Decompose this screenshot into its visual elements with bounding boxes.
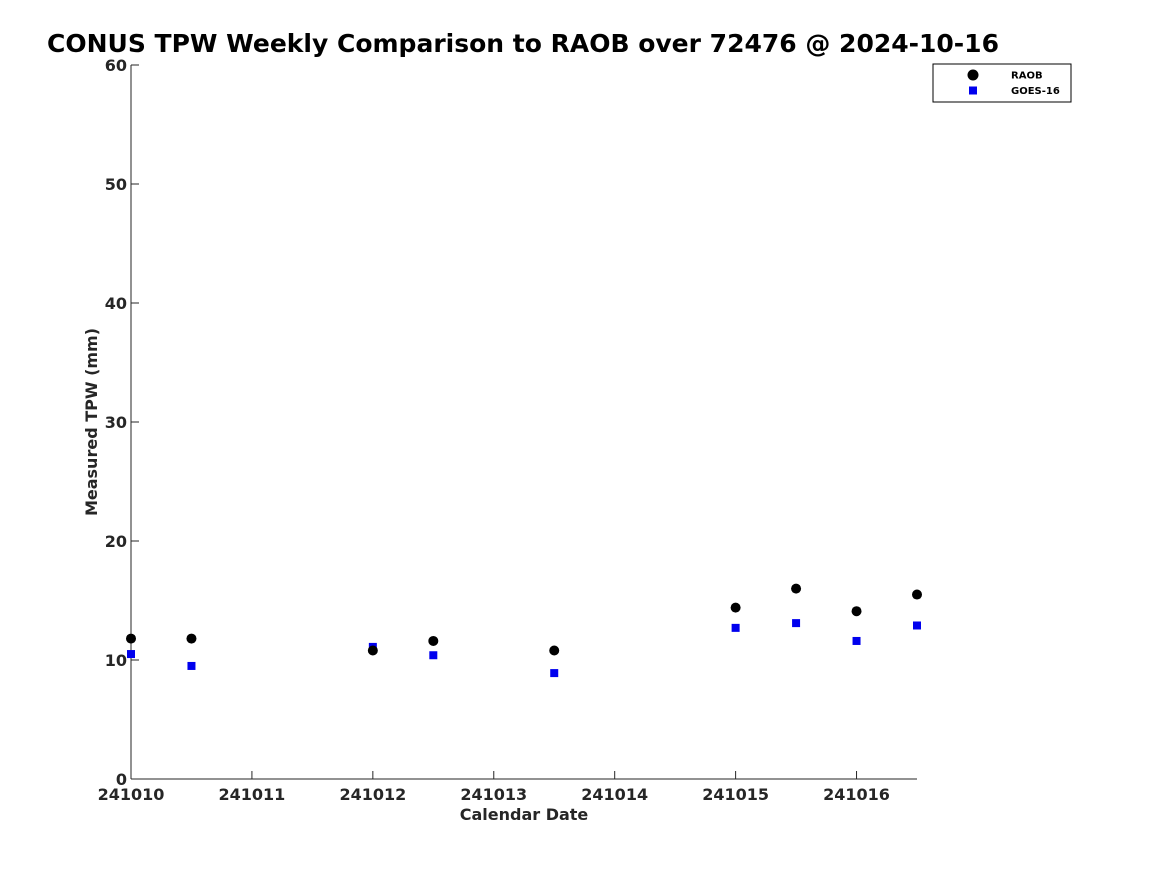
legend-label-raob: RAOB	[1011, 71, 1043, 82]
y-axis-ticks: 0 10 20 30 40 50 60	[105, 56, 139, 789]
y-tick-label: 40	[105, 294, 127, 313]
chart-title: CONUS TPW Weekly Comparison to RAOB over…	[47, 29, 999, 58]
point-goes16	[127, 650, 135, 659]
legend: RAOB GOES-16	[932, 63, 1072, 103]
legend-marker-goes16	[969, 86, 977, 95]
x-tick-label: 241011	[219, 785, 286, 804]
plot-axes	[130, 65, 917, 780]
point-goes16	[429, 651, 438, 660]
point-goes16	[913, 621, 921, 630]
point-raob	[912, 589, 922, 600]
point-raob	[791, 583, 802, 594]
point-goes16	[187, 661, 196, 670]
point-raob	[549, 645, 560, 656]
point-goes16	[852, 636, 861, 645]
y-tick-label: 10	[105, 651, 127, 670]
point-goes16	[550, 669, 559, 678]
x-tick-label: 241012	[339, 785, 406, 804]
y-tick-label: 50	[105, 175, 127, 194]
legend-label-goes16: GOES-16	[1011, 86, 1060, 97]
point-raob	[428, 635, 439, 646]
y-tick-label: 0	[116, 770, 127, 789]
x-axis-ticks: 241010 241011 241012 241013 241014 241015 2410…	[98, 771, 890, 804]
y-tick-label: 60	[105, 56, 127, 75]
y-tick-label: 30	[105, 413, 127, 432]
y-tick-label: 20	[105, 532, 127, 551]
point-raob	[126, 633, 136, 644]
x-tick-label: 241015	[702, 785, 769, 804]
x-axis-label: Calendar Date	[460, 805, 589, 824]
legend-box	[932, 63, 1072, 103]
point-goes16	[792, 619, 801, 628]
x-tick-label: 241010	[98, 785, 165, 804]
legend-marker-raob	[967, 69, 979, 81]
x-tick-label: 241013	[460, 785, 527, 804]
x-tick-label: 241016	[823, 785, 890, 804]
x-tick-label: 241014	[581, 785, 648, 804]
point-raob	[186, 633, 197, 644]
point-goes16	[731, 623, 740, 632]
point-raob	[851, 606, 862, 617]
data-points	[126, 583, 922, 678]
point-raob	[730, 602, 741, 613]
y-axis-label: Measured TPW (mm)	[82, 328, 101, 516]
point-raob	[367, 645, 378, 656]
